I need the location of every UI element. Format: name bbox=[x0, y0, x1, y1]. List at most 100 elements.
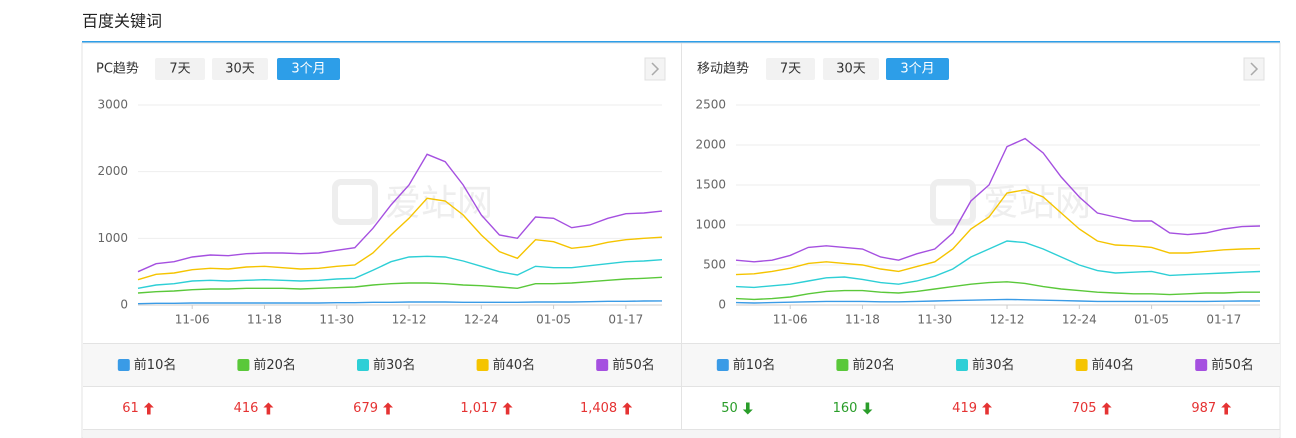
x-tick-label: 12-24 bbox=[1062, 313, 1097, 327]
legend-label: 前20名 bbox=[852, 357, 895, 373]
latest-value: 61 bbox=[122, 401, 139, 416]
legend-label: 前20名 bbox=[253, 357, 296, 373]
panel-label: PC趋势 bbox=[96, 61, 139, 77]
y-tick-label: 500 bbox=[703, 258, 726, 272]
range-tab-label: 3个月 bbox=[291, 62, 325, 77]
next-arrow bbox=[651, 62, 660, 76]
legend-swatch bbox=[117, 359, 130, 371]
bottom-row bbox=[83, 430, 1279, 438]
trend-arrow bbox=[1221, 402, 1232, 415]
range-tab[interactable] bbox=[766, 58, 815, 80]
trend-arrow bbox=[383, 402, 393, 415]
range-tab[interactable] bbox=[823, 58, 879, 80]
legend-row bbox=[83, 344, 681, 386]
y-tick-label: 0 bbox=[718, 298, 726, 312]
legend-swatch bbox=[716, 359, 729, 371]
legend-label: 前10名 bbox=[134, 357, 177, 373]
latest-value: 419 bbox=[952, 401, 977, 416]
range-tab[interactable] bbox=[277, 58, 340, 80]
x-tick-label: 01-05 bbox=[1134, 313, 1169, 327]
watermark-logo bbox=[930, 179, 976, 225]
trend-arrow bbox=[263, 402, 274, 415]
legend-label: 前30名 bbox=[972, 357, 1015, 373]
series-line bbox=[735, 189, 1261, 276]
series-line bbox=[137, 276, 663, 294]
series-line bbox=[137, 197, 663, 281]
latest-value: 1,408 bbox=[580, 401, 617, 416]
trend-arrow bbox=[982, 402, 992, 415]
legend-label: 前30名 bbox=[373, 357, 416, 373]
latest-value: 50 bbox=[721, 401, 738, 416]
x-tick-label: 11-30 bbox=[319, 313, 354, 327]
legend-label: 前10名 bbox=[733, 357, 776, 373]
latest-value: 705 bbox=[1072, 401, 1097, 416]
trend-arrow bbox=[862, 402, 873, 415]
legend-swatch bbox=[956, 359, 968, 371]
x-tick-label: 01-17 bbox=[608, 313, 643, 327]
x-tick-label: 11-30 bbox=[917, 313, 952, 327]
range-tab[interactable] bbox=[155, 58, 205, 80]
series-line bbox=[137, 153, 663, 273]
legend-label: 前50名 bbox=[612, 357, 655, 373]
series-line bbox=[735, 240, 1261, 289]
panel-label: 移动趋势 bbox=[697, 61, 749, 77]
y-tick-label: 1000 bbox=[695, 218, 726, 232]
range-tab[interactable] bbox=[212, 58, 268, 80]
legend-swatch bbox=[476, 359, 489, 371]
trend-arrow bbox=[502, 402, 513, 415]
watermark: 爱站网 bbox=[385, 183, 493, 224]
range-tab-label: 7天 bbox=[169, 62, 190, 77]
x-tick-label: 11-06 bbox=[773, 313, 808, 327]
x-tick-label: 12-12 bbox=[990, 313, 1025, 327]
y-tick-label: 1000 bbox=[97, 231, 128, 245]
range-tab[interactable] bbox=[886, 58, 949, 80]
x-tick-label: 11-06 bbox=[175, 313, 210, 327]
latest-value: 987 bbox=[1191, 401, 1216, 416]
legend-swatch bbox=[1075, 359, 1088, 371]
series-line bbox=[735, 281, 1260, 301]
range-tab-label: 30天 bbox=[225, 62, 255, 77]
series-line bbox=[735, 298, 1260, 304]
legend-label: 前50名 bbox=[1211, 357, 1254, 373]
range-tab-label: 30天 bbox=[836, 62, 866, 77]
latest-value: 416 bbox=[234, 401, 259, 416]
legend-swatch bbox=[357, 359, 369, 371]
trend-arrow bbox=[742, 402, 753, 415]
latest-value: 160 bbox=[833, 401, 858, 416]
y-tick-label: 2000 bbox=[97, 164, 128, 178]
latest-value: 1,017 bbox=[460, 401, 497, 416]
x-tick-label: 01-05 bbox=[536, 313, 571, 327]
x-tick-label: 11-18 bbox=[845, 313, 880, 327]
legend-label: 前40名 bbox=[1092, 357, 1135, 373]
next-button[interactable] bbox=[644, 57, 666, 81]
legend-swatch bbox=[836, 359, 849, 371]
legend-swatch bbox=[237, 359, 250, 371]
legend-swatch bbox=[596, 359, 609, 371]
y-tick-label: 1500 bbox=[695, 178, 726, 192]
series-line bbox=[735, 137, 1261, 263]
legend-row bbox=[682, 344, 1280, 386]
y-tick-label: 2500 bbox=[695, 98, 726, 112]
trend-arrow bbox=[1101, 402, 1112, 415]
watermark-logo bbox=[332, 179, 378, 225]
range-tab-label: 3个月 bbox=[900, 62, 934, 77]
range-tab-label: 7天 bbox=[780, 62, 801, 77]
x-tick-label: 12-24 bbox=[464, 313, 499, 327]
section-title: 百度关键词 bbox=[82, 12, 162, 31]
x-tick-label: 01-17 bbox=[1206, 313, 1241, 327]
legend-label: 前40名 bbox=[493, 357, 536, 373]
y-tick-label: 0 bbox=[120, 298, 128, 312]
trend-arrow bbox=[622, 402, 633, 415]
y-tick-label: 3000 bbox=[97, 98, 128, 112]
next-button[interactable] bbox=[1243, 57, 1265, 81]
series-line bbox=[137, 255, 663, 289]
title-underline bbox=[82, 41, 1280, 43]
next-arrow bbox=[1250, 62, 1259, 76]
x-tick-label: 12-12 bbox=[392, 313, 427, 327]
x-tick-label: 11-18 bbox=[247, 313, 282, 327]
trend-arrow bbox=[143, 402, 154, 415]
legend-swatch bbox=[1195, 359, 1208, 371]
latest-value: 679 bbox=[353, 401, 378, 416]
y-tick-label: 2000 bbox=[695, 138, 726, 152]
